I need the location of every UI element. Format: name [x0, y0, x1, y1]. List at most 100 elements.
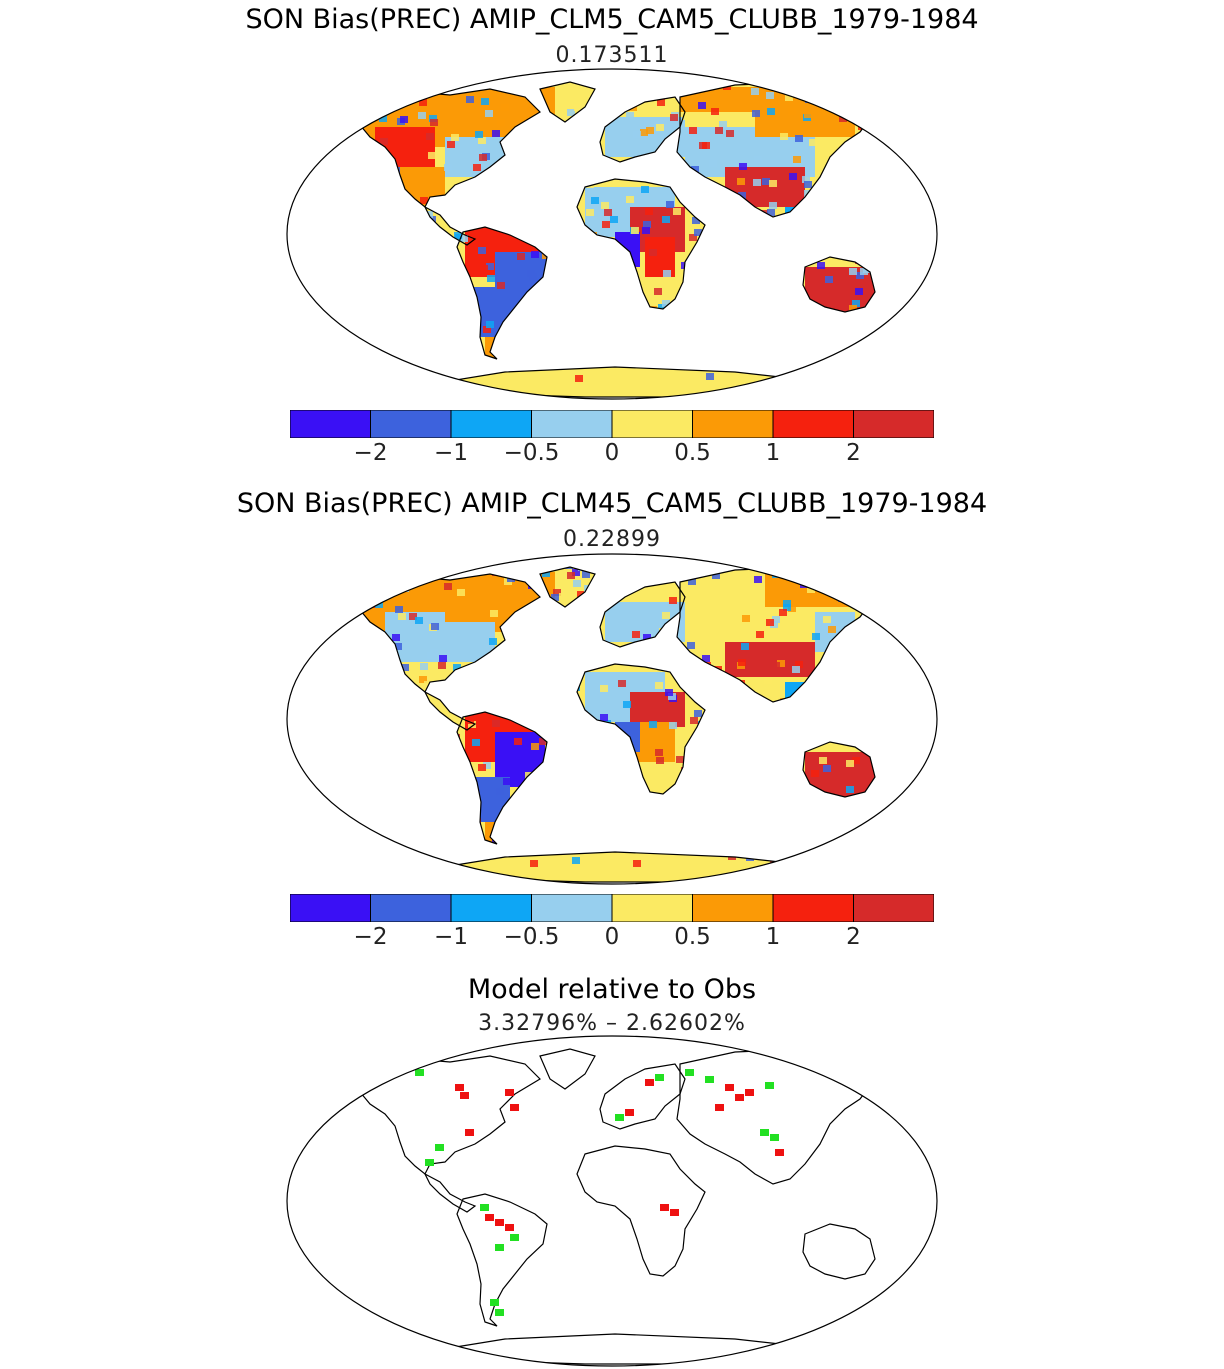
bias-cell: [329, 84, 337, 91]
bias-cell: [757, 217, 765, 224]
bias-cell: [741, 720, 749, 727]
bias-cell: [528, 354, 536, 361]
bias-cell: [674, 829, 682, 836]
bias-cell: [558, 320, 566, 327]
bias-cell: [419, 676, 427, 683]
bias-cell: [379, 822, 387, 829]
bias-cell: [347, 711, 355, 718]
bias-cell: [820, 720, 828, 727]
bias-cell: [901, 339, 909, 346]
bias-cell: [399, 345, 407, 352]
bias-cell: [842, 210, 850, 217]
bias-cell: [585, 309, 593, 316]
bias-cell: [860, 216, 868, 223]
bias-cell: [882, 618, 890, 625]
bias-cell: [662, 612, 670, 619]
bias-cell: [785, 94, 793, 101]
bias-cell: [792, 283, 800, 290]
bias-cell: [494, 206, 502, 213]
bias-cell: [366, 858, 374, 865]
bias-cell: [392, 795, 400, 802]
bias-cell: [438, 822, 446, 829]
bias-cell: [567, 638, 575, 645]
bias-cell: [315, 116, 323, 123]
bias-cell: [410, 207, 418, 214]
bias-cell: [586, 209, 594, 216]
bias-cell: [875, 201, 883, 208]
bias-cell: [809, 139, 817, 146]
bias-cell: [408, 674, 416, 681]
colorbar-tick-label: 0.5: [674, 924, 711, 950]
bias-cell: [764, 335, 772, 342]
bias-cell: [885, 705, 893, 712]
bias-cell: [604, 209, 612, 216]
bias-cell: [574, 104, 582, 111]
bias-cell: [575, 375, 583, 382]
bias-cell: [765, 365, 773, 372]
bias-cell: [697, 822, 705, 829]
bias-cell: [546, 226, 554, 233]
panel1-stat: 0.173511: [555, 43, 669, 68]
bias-cell: [673, 567, 681, 572]
bias-cell: [322, 141, 330, 148]
bias-cell: [610, 216, 618, 223]
bias-cell: [904, 794, 912, 801]
bias-cell: [343, 603, 351, 610]
colorbar-tick-label: 0: [604, 440, 620, 466]
bias-cell: [846, 760, 854, 767]
bias-cell: [662, 300, 670, 307]
bias-cell: [541, 823, 549, 830]
bias-cell: [316, 813, 324, 820]
bias-cell: [656, 124, 664, 131]
colorbar-swatch: [450, 894, 532, 922]
bias-cell: [478, 137, 486, 144]
map-border: [286, 68, 938, 400]
bias-cell: [400, 365, 408, 372]
bias-cell: [770, 724, 778, 731]
bias-cell: [466, 806, 474, 813]
bias-cell: [317, 617, 325, 624]
bias-cell: [789, 173, 797, 180]
bias-cell: [623, 770, 631, 777]
bias-cell: [783, 226, 791, 233]
bias-cell: [473, 352, 481, 359]
bias-cell: [801, 705, 809, 712]
bias-cell: [570, 299, 578, 306]
bias-cell: [680, 166, 688, 173]
bias-cell: [441, 302, 449, 309]
better-cell: [685, 1069, 694, 1076]
bias-cell: [503, 778, 511, 785]
bias-cell: [740, 297, 748, 304]
bias-cell: [514, 168, 522, 175]
bias-cell: [580, 331, 588, 338]
bias-cell: [513, 664, 521, 671]
coastline-samerica: [456, 226, 548, 360]
bias-cell: [538, 785, 546, 792]
bias-cell: [483, 193, 491, 200]
bias-cell: [444, 583, 452, 590]
bias-cell: [565, 273, 573, 280]
bias-cell: [865, 318, 873, 325]
bias-cell: [838, 687, 846, 694]
better-cell: [425, 1159, 434, 1166]
bias-region: [785, 682, 825, 712]
bias-cell: [428, 152, 436, 159]
bias-cell: [392, 784, 400, 791]
bias-cell: [709, 783, 717, 790]
bias-cell: [880, 272, 888, 279]
bias-cell: [430, 225, 438, 232]
colorbar-tick-label: 1: [765, 440, 781, 466]
bias-cell: [800, 567, 808, 573]
bias-cell: [673, 208, 681, 215]
bias-cell: [479, 154, 487, 161]
panel3-title: Model relative to Obs: [467, 974, 757, 1005]
bias-cell: [839, 331, 847, 338]
bias-cell: [616, 826, 624, 833]
bias-cell: [530, 860, 538, 867]
bias-cell: [342, 741, 350, 748]
bias-cell: [663, 270, 671, 277]
bias-cell: [889, 346, 897, 353]
bias-cell: [459, 827, 467, 834]
bias-cell: [687, 282, 695, 289]
bias-cell: [691, 166, 699, 173]
